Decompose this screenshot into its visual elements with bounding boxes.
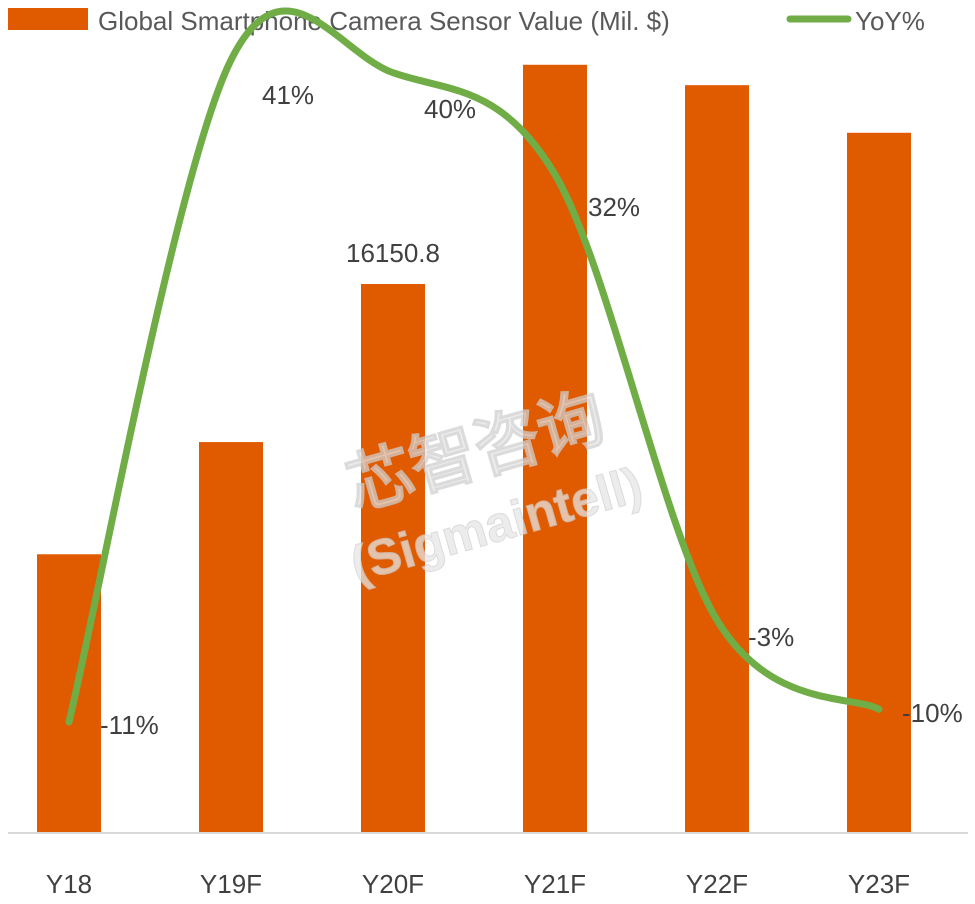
yoy-data-label-y23f: -10% (902, 698, 963, 728)
x-axis-tick-labels: Y18 Y19F Y20F Y21F Y22F Y23F (46, 869, 910, 899)
legend-line-label: YoY% (855, 6, 925, 36)
yoy-data-label-y20f: 40% (424, 94, 476, 124)
bar-series (37, 64, 911, 834)
x-tick-label-y22f: Y22F (686, 869, 748, 899)
data-labels: -11% 41% 40% 32% -3% -10% 16150.8 (100, 80, 963, 740)
x-tick-label-y23f: Y23F (848, 869, 910, 899)
bar-data-label-y20f: 16150.8 (346, 238, 440, 268)
bar-y22f (685, 85, 749, 833)
legend-bar-label: Global Smartphone Camera Sensor Value (M… (98, 6, 670, 36)
bar-y23f (847, 132, 911, 834)
line-series (65, 7, 883, 726)
bar-y19f (199, 442, 263, 833)
x-tick-label-y20f: Y20F (362, 869, 424, 899)
bar-y20f (361, 284, 425, 833)
yoy-data-label-y19f: 41% (262, 80, 314, 110)
legend-bar-swatch (8, 8, 88, 30)
x-tick-label-y18: Y18 (46, 869, 92, 899)
yoy-data-label-y18: -11% (100, 710, 159, 740)
yoy-data-label-y21f: 32% (588, 192, 640, 222)
x-tick-label-y19f: Y19F (200, 869, 262, 899)
bar-y21f (523, 64, 587, 833)
yoy-line (65, 7, 883, 726)
yoy-data-label-y22f: -3% (748, 622, 794, 652)
legend: Global Smartphone Camera Sensor Value (M… (8, 6, 925, 36)
bar-y18 (37, 554, 101, 833)
x-tick-label-y21f: Y21F (524, 869, 586, 899)
